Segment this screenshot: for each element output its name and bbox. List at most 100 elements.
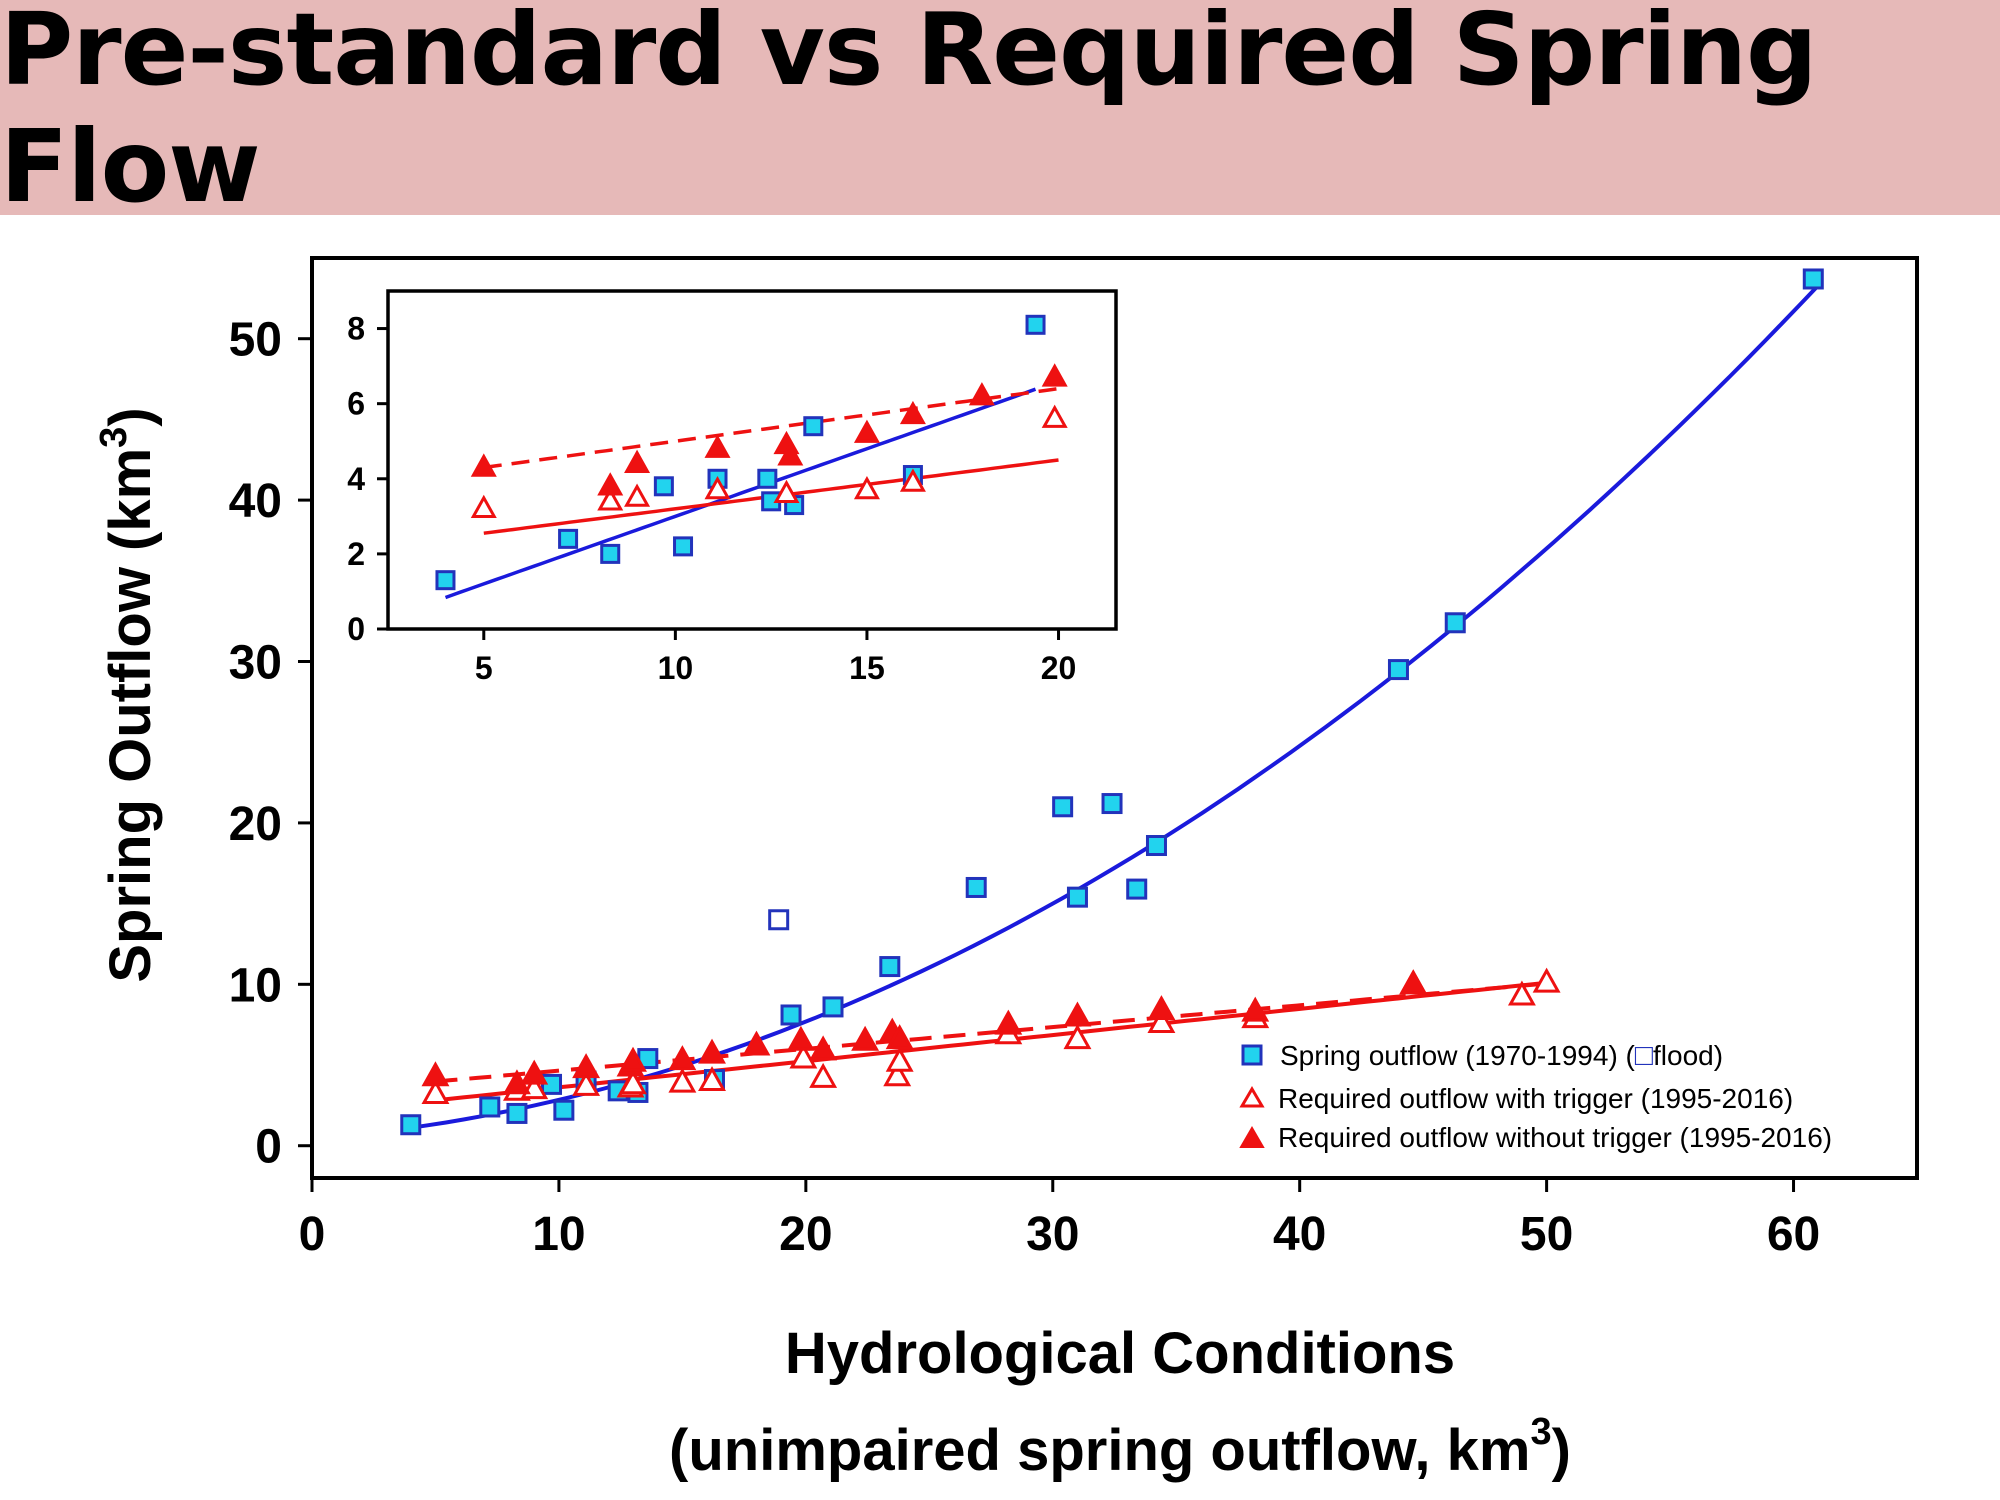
- main-series-0-point-1: [479, 1096, 501, 1118]
- main-series-3-point-13: [885, 1024, 914, 1050]
- legend-label-observed-text: Spring outflow (1970-1994) (: [1280, 1040, 1636, 1071]
- inset-fit-line-0: [444, 387, 1037, 600]
- inset-series-2-point-2: [624, 449, 651, 473]
- inset-series-0-point-9: [803, 416, 824, 437]
- inset-series-1-point-4: [773, 479, 800, 503]
- x-axis-subtitle-text: (unimpaired spring outflow, km: [669, 1418, 1530, 1483]
- inset-y-tick-label-4: 4: [347, 461, 365, 497]
- inset-y-tick-label-6: 6: [347, 386, 365, 422]
- inset-x-tick-label-10: 10: [658, 650, 694, 686]
- main-series-2-point-6: [668, 1067, 697, 1093]
- inset-y-tick-label-0: 0: [347, 611, 365, 647]
- main-plot-frame: [310, 256, 1919, 1180]
- main-series-0-point-21: [1802, 268, 1824, 290]
- main-series-3-point-3: [572, 1053, 601, 1079]
- x-axis-subtitle: (unimpaired spring outflow, km3): [669, 1411, 1571, 1483]
- main-series-3-point-5: [619, 1046, 647, 1072]
- inset-series-0-point-0: [435, 570, 456, 591]
- title-bar: Pre-standard vs Required Spring Flow: [0, 0, 2000, 225]
- x-axis-subtitle-sup: 3: [1530, 1411, 1551, 1453]
- legend-marker-with-trigger: [1239, 1086, 1265, 1108]
- main-y-tick-label-0: 0: [255, 1121, 282, 1174]
- inset-axis-ticks: 5 10 15 20 0 2 4 6 8: [347, 311, 1076, 686]
- main-series-0-point-2: [506, 1102, 528, 1124]
- main-series-2-point-10: [883, 1061, 912, 1087]
- main-series-3-point-14: [994, 1009, 1023, 1035]
- inset-series-0-point-2: [600, 543, 621, 564]
- inset-series-0-point-4: [673, 536, 694, 557]
- legend-label-without-trigger: Required outflow without trigger (1995-2…: [1278, 1122, 1832, 1153]
- main-series-3-point-15: [1063, 1001, 1092, 1027]
- main-series-0-point-11: [822, 996, 844, 1018]
- main-series-3-point-11: [851, 1025, 880, 1051]
- main-series-2-point-11: [885, 1046, 914, 1072]
- inset-x-tick-label-20: 20: [1041, 650, 1077, 686]
- x-axis-title: Hydrological Conditions: [785, 1321, 1455, 1386]
- legend-marker-without-trigger: [1239, 1126, 1265, 1148]
- main-x-tick-label-40: 40: [1273, 1208, 1326, 1261]
- legend-label-flood-text: flood): [1653, 1040, 1723, 1071]
- main-x-tick-label-50: 50: [1520, 1208, 1573, 1261]
- page-title: Pre-standard vs Required Spring Flow: [0, 0, 1818, 225]
- main-series-3-point-7: [698, 1038, 726, 1064]
- main-series-3-point-6: [668, 1045, 697, 1071]
- inset-fit-line-2: [483, 386, 1059, 470]
- main-series-3-point-17: [1241, 996, 1270, 1022]
- main-series-0-point-17: [1126, 878, 1148, 900]
- inset-series-2-point-7: [899, 400, 926, 425]
- legend: Spring outflow (1970-1994) (□flood) Requ…: [1239, 1039, 1832, 1153]
- inset-series-1-point-6: [899, 468, 926, 492]
- main-x-tick-label-60: 60: [1767, 1208, 1820, 1261]
- main-series-0-point-18: [1145, 835, 1167, 857]
- y-axis-title-sup: 3: [93, 427, 135, 448]
- inset-y-tick-label-8: 8: [347, 311, 365, 347]
- legend-label-with-trigger: Required outflow with trigger (1995-2016…: [1278, 1083, 1793, 1114]
- y-axis-title-text: Spring Outflow (km: [98, 448, 163, 983]
- inset-series-2-point-1: [597, 472, 624, 496]
- main-series-2-point-3: [572, 1070, 601, 1096]
- main-series-1-point-0: [768, 909, 790, 931]
- main-series-2-point-18: [1532, 967, 1561, 993]
- inset-data-marks: [435, 314, 1068, 591]
- legend-flood-square-glyph: □: [1635, 1039, 1654, 1072]
- main-series-3-point-0: [421, 1061, 450, 1087]
- main-series-2-point-14: [1147, 1007, 1176, 1033]
- inset-series-2-point-5: [777, 442, 804, 466]
- inset-series-2-point-6: [853, 419, 880, 443]
- main-series-3-point-18: [1399, 969, 1428, 995]
- main-series-0-point-14: [1052, 796, 1074, 818]
- main-series-0-point-16: [1101, 793, 1123, 815]
- main-series-0-point-15: [1066, 886, 1088, 908]
- inset-series-1-point-5: [853, 475, 880, 500]
- main-series-2-point-7: [698, 1066, 726, 1092]
- main-series-3-point-9: [786, 1025, 815, 1051]
- inset-plot-frame: [386, 289, 1118, 631]
- main-y-tick-label-40: 40: [229, 475, 282, 528]
- main-series-0-point-0: [400, 1114, 422, 1136]
- inset-series-0-point-1: [558, 528, 579, 549]
- main-series-2-point-8: [789, 1043, 818, 1069]
- main-x-tick-label-20: 20: [779, 1208, 832, 1261]
- main-y-tick-label-30: 30: [229, 637, 282, 690]
- main-series-2-point-13: [1063, 1024, 1092, 1050]
- x-axis-subtitle-end: ): [1552, 1418, 1571, 1483]
- main-series-2-point-5: [619, 1069, 647, 1095]
- y-axis-title-end: ): [98, 407, 163, 426]
- main-y-tick-label-10: 10: [229, 959, 282, 1012]
- inset-series-2-point-3: [704, 434, 731, 458]
- legend-marker-observed: [1241, 1044, 1263, 1066]
- inset-series-1-point-0: [470, 494, 497, 519]
- main-series-0-point-4: [553, 1099, 575, 1121]
- main-y-tick-label-50: 50: [229, 314, 282, 367]
- main-series-3-point-16: [1147, 995, 1176, 1021]
- inset-series-0-point-3: [653, 476, 674, 497]
- main-series-2-point-17: [1507, 980, 1536, 1006]
- main-series-3-point-8: [742, 1030, 771, 1056]
- inset-series-1-point-7: [1041, 404, 1068, 428]
- main-series-0-point-12: [879, 956, 901, 978]
- main-series-0-point-20: [1444, 612, 1466, 634]
- inset-series-2-point-9: [1041, 363, 1068, 387]
- main-y-tick-label-20: 20: [229, 798, 282, 851]
